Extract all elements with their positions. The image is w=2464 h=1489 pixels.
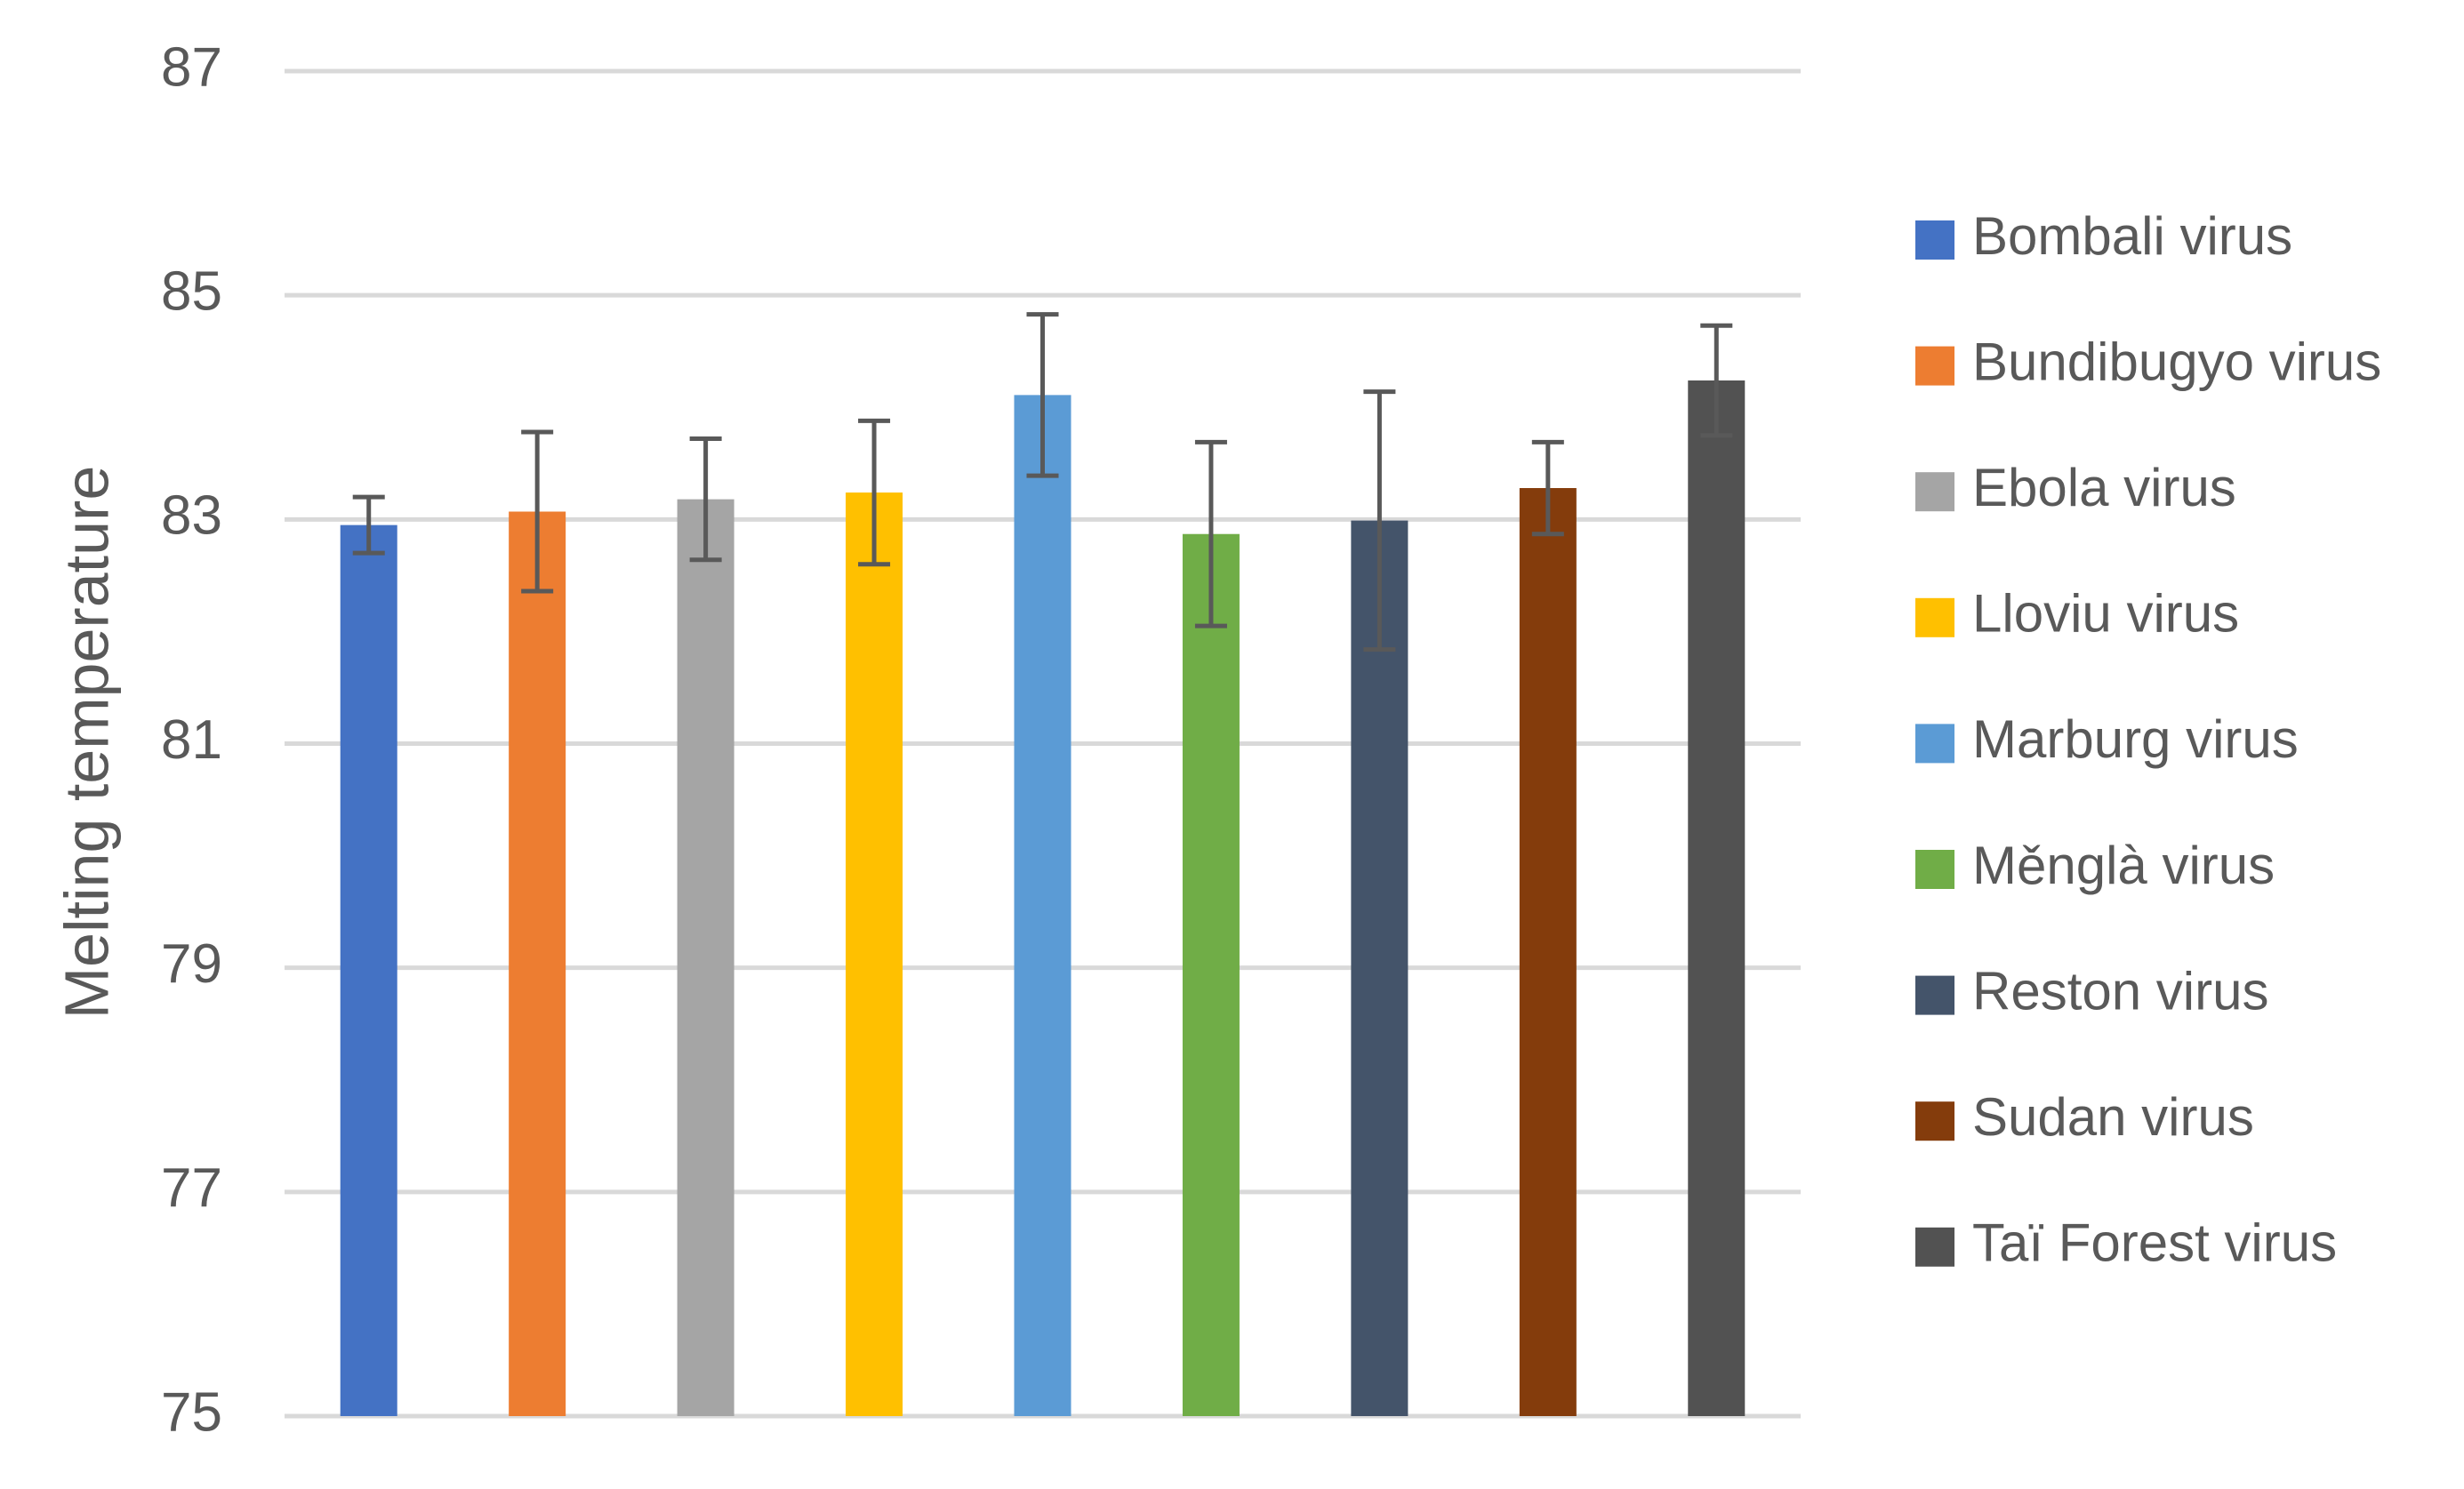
legend-swatch bbox=[1915, 975, 1954, 1015]
y-tick-label: 83 bbox=[161, 485, 222, 547]
y-tick-label: 87 bbox=[161, 36, 222, 98]
bar bbox=[1351, 520, 1409, 1416]
legend-label: Bombali virus bbox=[1972, 206, 2292, 266]
legend-label: Bundibugyo virus bbox=[1972, 332, 2381, 391]
bar bbox=[340, 524, 397, 1416]
error-bar bbox=[858, 418, 891, 567]
bar bbox=[677, 499, 734, 1416]
legend-label: Sudan virus bbox=[1972, 1087, 2254, 1147]
error-bar bbox=[1531, 439, 1564, 537]
error-bar bbox=[1194, 439, 1227, 628]
legend-label: Taï Forest virus bbox=[1972, 1213, 2337, 1273]
y-tick-label: 79 bbox=[161, 933, 222, 995]
legend-swatch bbox=[1915, 472, 1954, 512]
bar bbox=[846, 492, 903, 1417]
y-tick-label: 85 bbox=[161, 261, 222, 323]
error-bar bbox=[689, 436, 722, 563]
y-axis-label: Melting temperature bbox=[52, 466, 121, 1020]
y-tick-label: 77 bbox=[161, 1157, 222, 1219]
bar bbox=[1519, 488, 1577, 1416]
error-bar bbox=[352, 494, 385, 556]
legend-swatch bbox=[1915, 597, 1954, 637]
legend-label: Reston virus bbox=[1972, 961, 2268, 1021]
error-bar bbox=[521, 429, 554, 594]
legend-swatch bbox=[1915, 1101, 1954, 1141]
legend-swatch bbox=[1915, 850, 1954, 889]
error-bar bbox=[1026, 312, 1059, 478]
legend-label: Marburg virus bbox=[1972, 709, 2299, 769]
legend-label: Měnglà virus bbox=[1972, 836, 2275, 895]
bar bbox=[1688, 380, 1746, 1416]
bar bbox=[509, 511, 566, 1416]
y-tick-label: 81 bbox=[161, 709, 222, 771]
legend-label: Lloviu virus bbox=[1972, 584, 2239, 644]
legend-label: Ebola virus bbox=[1972, 458, 2236, 517]
legend-swatch bbox=[1915, 724, 1954, 764]
bar bbox=[1182, 533, 1240, 1416]
legend-swatch bbox=[1915, 220, 1954, 260]
legend-swatch bbox=[1915, 1227, 1954, 1267]
error-bar bbox=[1363, 389, 1396, 652]
legend-swatch bbox=[1915, 346, 1954, 386]
y-tick-label: 75 bbox=[161, 1381, 222, 1443]
bar bbox=[1014, 395, 1071, 1416]
error-bar bbox=[1700, 323, 1733, 438]
